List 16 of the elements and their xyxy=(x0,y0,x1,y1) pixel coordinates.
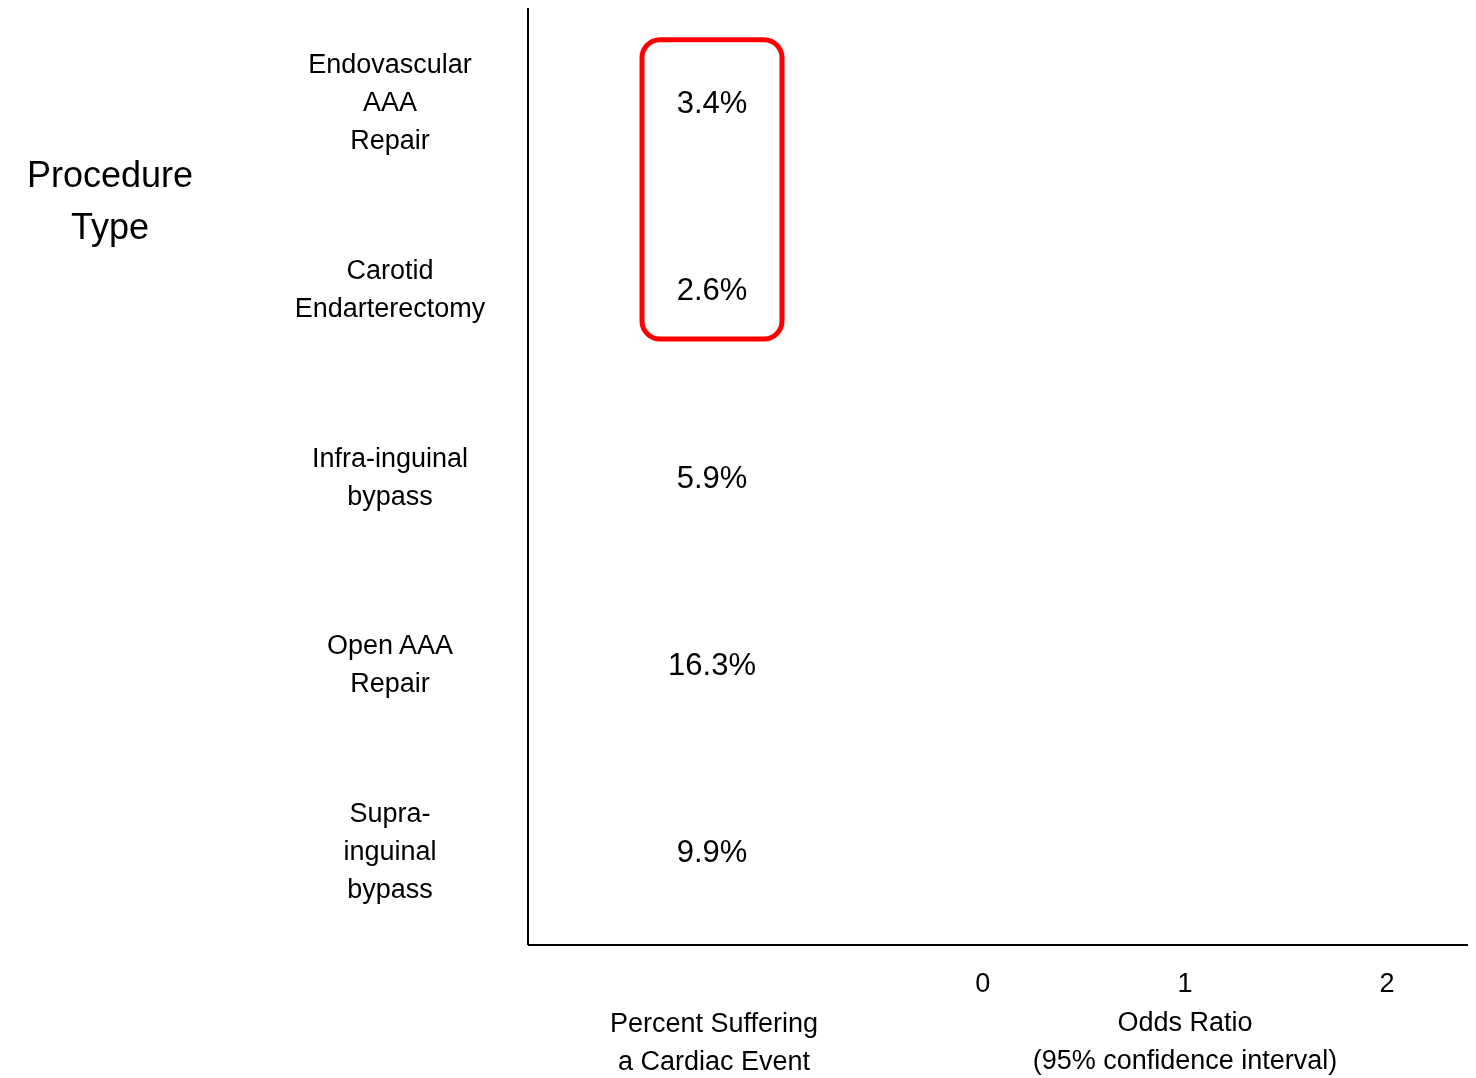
y-tick-label: Endovascular AAA Repair xyxy=(308,48,472,155)
y-tick-label: Supra- inguinal bypass xyxy=(343,798,437,905)
y-axis-title: Procedure Type xyxy=(26,153,194,247)
annotation: 9.9% xyxy=(676,833,748,869)
x-tick-label: 0 xyxy=(975,968,991,999)
y-tick-label: Infra-inguinal bypass xyxy=(311,442,469,511)
text: Percent Suffering a Cardiac Event xyxy=(609,1008,819,1076)
annotation: 16.3% xyxy=(668,646,756,682)
annotation: 3.4% xyxy=(676,84,748,120)
annotation: 5.9% xyxy=(676,459,748,494)
y-tick-label: Carotid Endarterectomy xyxy=(294,255,486,324)
x-axis-title: Odds Ratio (95% confidence interval) xyxy=(1031,1006,1339,1077)
y-tick-label: Open AAA Repair xyxy=(326,629,454,698)
x-tick-label: 2 xyxy=(1379,968,1395,999)
annotation: 2.6% xyxy=(676,271,748,307)
x-tick-label: 1 xyxy=(1177,968,1193,999)
